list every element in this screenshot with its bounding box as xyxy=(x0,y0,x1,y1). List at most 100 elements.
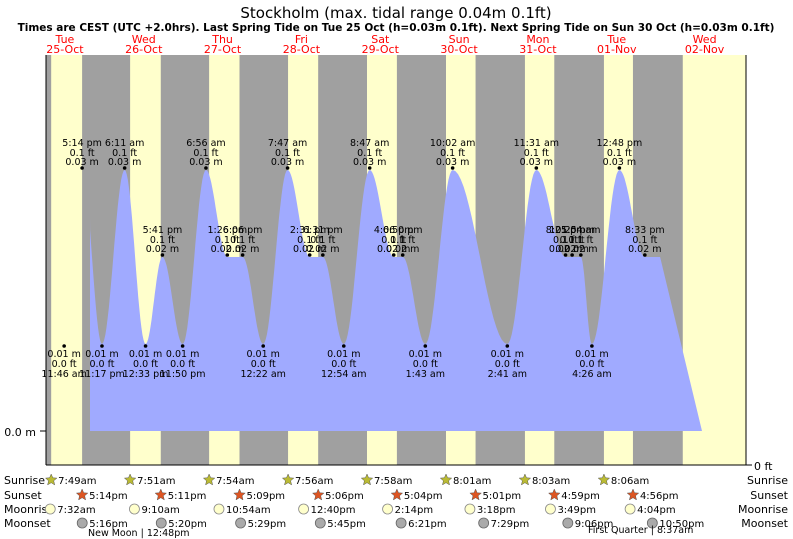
tide-feet: 0.1 ft xyxy=(553,235,578,246)
tide-feet: 0.1 ft xyxy=(568,235,593,246)
tide-feet: 0.1 ft xyxy=(230,235,255,246)
sunset-time: 5:11pm xyxy=(168,491,207,502)
tide-point xyxy=(579,253,583,257)
sunrise-time: 8:01am xyxy=(453,476,491,487)
day-header-date: 02-Nov xyxy=(685,43,725,56)
tide-feet: 0.1 ft xyxy=(70,148,95,159)
sunrise-time: 7:54am xyxy=(216,476,254,487)
sunrise-time: 8:03am xyxy=(532,476,570,487)
tide-feet: 0.1 ft xyxy=(632,235,657,246)
day-header-dow: Wed xyxy=(132,33,156,46)
tide-feet: 0.0 ft xyxy=(251,359,276,370)
tide-curve xyxy=(90,152,702,431)
tide-feet: 0.0 ft xyxy=(413,359,438,370)
tide-point xyxy=(240,253,245,257)
moonrise-time: 10:54am xyxy=(226,505,271,516)
tide-time: 1:43 am xyxy=(406,369,445,380)
day-header-date: 31-Oct xyxy=(519,43,557,56)
chart-title: Stockholm (max. tidal range 0.04m 0.1ft) xyxy=(240,4,551,22)
sunset-icon xyxy=(311,488,325,501)
tide-time: 11:50 pm xyxy=(160,369,206,380)
tide-feet: 0.1 ft xyxy=(275,148,300,159)
tide-time: 2:41 am xyxy=(488,369,527,380)
moonset-time: 7:29pm xyxy=(491,519,530,530)
tide-point xyxy=(285,166,290,170)
tide-metres: 0.03 m xyxy=(353,157,386,168)
moonrise-time: 2:14pm xyxy=(395,505,434,516)
tide-time: 4:26 am xyxy=(572,369,611,380)
tide-point xyxy=(367,166,372,170)
moonrise-icon xyxy=(298,503,310,515)
tide-feet: 0.0 ft xyxy=(579,359,604,370)
tide-point xyxy=(617,166,622,170)
tide-feet: 0.1 ft xyxy=(607,148,632,159)
sunrise-time: 7:56am xyxy=(295,476,333,487)
moonrise-time: 3:18pm xyxy=(477,505,516,516)
tide-point xyxy=(450,166,455,170)
sunset-time: 5:14pm xyxy=(89,491,128,502)
moonset-time: 5:45pm xyxy=(327,519,366,530)
moonrise-icon xyxy=(213,503,225,515)
tide-time: 11:31 am xyxy=(514,138,559,149)
moon-phase-new-moon: New Moon | 12:48pm xyxy=(88,528,190,539)
day-header-dow: Thu xyxy=(211,33,233,46)
tide-time: 11:17 pm xyxy=(79,369,125,380)
tide-time: 11:46 am xyxy=(41,369,86,380)
day-header-date: 26-Oct xyxy=(125,43,163,56)
day-headers: Tue25-OctWed26-OctThu27-OctFri28-OctSat2… xyxy=(46,33,725,56)
day-header-dow: Mon xyxy=(526,33,549,46)
moonset-time: 5:29pm xyxy=(248,519,287,530)
tide-time: 4:06 pm xyxy=(374,225,414,236)
day-header-date: 01-Nov xyxy=(597,43,637,56)
tide-point xyxy=(62,344,66,348)
tide-point xyxy=(204,166,208,170)
tide-feet: 0.1 ft xyxy=(297,235,322,246)
tide-metres: 0.02 m xyxy=(549,244,582,255)
moonrise-icon xyxy=(464,503,476,515)
tide-point xyxy=(160,253,165,257)
tide-time: 6:06 pm xyxy=(223,225,263,236)
tide-metres: 0.02 m xyxy=(628,244,661,255)
tide-metres: 0.03 m xyxy=(189,157,222,168)
sunrise-icon xyxy=(123,473,137,486)
tide-time: 5:14 pm xyxy=(62,138,102,149)
tide-feet: 0.0 ft xyxy=(170,359,195,370)
moonset-icon xyxy=(562,517,574,529)
tide-feet: 0.1 ft xyxy=(357,148,382,159)
moonset-icon xyxy=(646,517,658,529)
tide-time: 1:04 am xyxy=(561,225,600,236)
day-header-dow: Wed xyxy=(693,33,717,46)
row-label-left: Moonset xyxy=(4,517,51,530)
sunrise-icon xyxy=(281,473,295,486)
sunrise-time: 7:51am xyxy=(137,476,175,487)
moonrise-icon xyxy=(382,503,393,515)
tide-metres: 0.01 m xyxy=(129,349,162,360)
sunrise-time: 7:58am xyxy=(374,476,412,487)
moonrise-time: 7:32am xyxy=(57,505,95,516)
moonset-time: 5:20pm xyxy=(168,519,207,530)
moonset-icon xyxy=(235,517,246,529)
tide-time: 12:33 pm xyxy=(123,369,169,380)
moon-phase-first-quarter: First Quarter | 8:37am xyxy=(588,525,693,536)
tide-point xyxy=(400,253,405,257)
row-label-right: Sunrise xyxy=(747,474,788,487)
tide-metres: 0.02 m xyxy=(306,244,339,255)
day-header-date: 28-Oct xyxy=(283,43,321,56)
tide-time: 12:22 am xyxy=(240,369,285,380)
tide-point xyxy=(122,166,127,170)
moonset-time: 5:16pm xyxy=(89,519,128,530)
tide-feet: 0.0 ft xyxy=(331,359,356,370)
y-axis-label-left: 0.0 m xyxy=(4,426,36,439)
sunset-icon xyxy=(547,488,561,501)
sunrise-icon xyxy=(439,473,453,486)
moonrise-icon xyxy=(624,503,636,515)
tide-point xyxy=(321,253,325,257)
tide-metres: 0.02 m xyxy=(226,244,259,255)
sunrise-time: 8:06am xyxy=(611,476,649,487)
tide-metres: 0.03 m xyxy=(436,157,469,168)
sunset-icon xyxy=(626,488,640,501)
tide-feet: 0.1 ft xyxy=(193,148,218,159)
